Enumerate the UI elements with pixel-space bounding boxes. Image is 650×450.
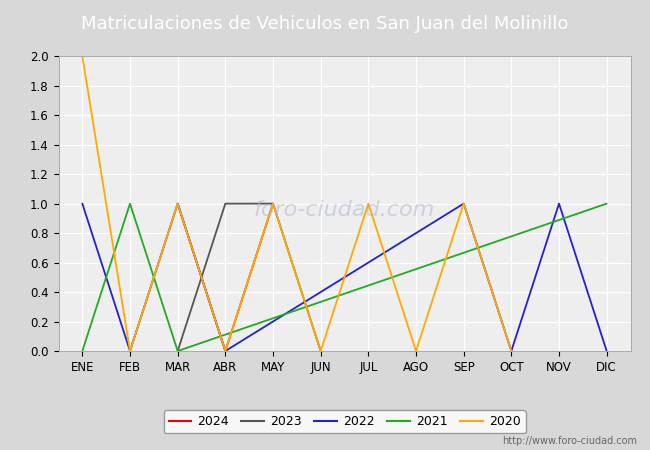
Text: http://www.foro-ciudad.com: http://www.foro-ciudad.com: [502, 436, 637, 446]
Text: Matriculaciones de Vehiculos en San Juan del Molinillo: Matriculaciones de Vehiculos en San Juan…: [81, 14, 569, 33]
Legend: 2024, 2023, 2022, 2021, 2020: 2024, 2023, 2022, 2021, 2020: [164, 410, 525, 433]
Text: foro-ciudad.com: foro-ciudad.com: [254, 199, 435, 220]
